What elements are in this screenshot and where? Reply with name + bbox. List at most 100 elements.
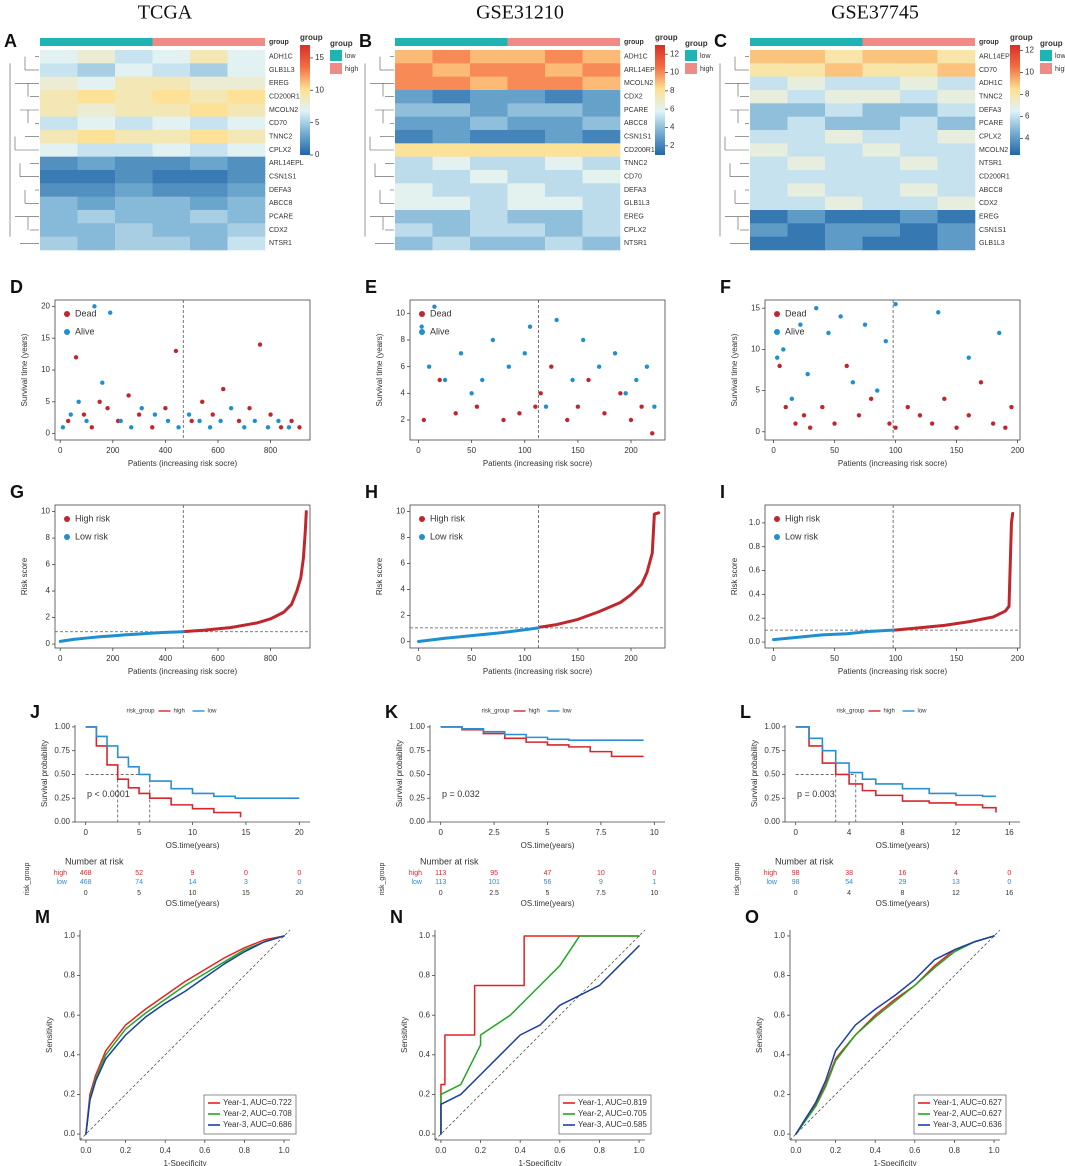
legend-title: risk_group xyxy=(126,709,155,715)
risk-row-label: high xyxy=(764,870,777,877)
legend-label: high xyxy=(529,709,540,715)
panel-label: L xyxy=(740,702,751,722)
point xyxy=(152,412,158,417)
point xyxy=(242,425,247,430)
y-axis-label: Survival time (years) xyxy=(375,333,384,406)
panel-label: M xyxy=(35,907,50,927)
legend-swatch xyxy=(330,63,342,74)
heat-cell xyxy=(545,156,583,171)
y-tick-label: 0.75 xyxy=(409,746,425,755)
legend-label: High risk xyxy=(785,513,821,523)
heat-cell xyxy=(582,76,621,91)
heat-cell xyxy=(395,103,433,117)
legend-label: Low risk xyxy=(430,531,464,541)
point xyxy=(501,417,506,423)
risk-x-tick-label: 20 xyxy=(295,890,303,897)
y-tick-label: 0.25 xyxy=(409,793,425,802)
panel-label: D xyxy=(10,277,23,297)
point xyxy=(838,314,843,319)
colorbar-tick-label: 8 xyxy=(1025,90,1030,99)
risk-count: 10 xyxy=(597,870,605,877)
heat-cell xyxy=(900,156,938,171)
point xyxy=(419,324,424,329)
heat-cell xyxy=(470,196,508,211)
x-axis-label: 1-Specificity xyxy=(873,1159,916,1166)
point xyxy=(442,377,448,383)
heat-cell xyxy=(77,63,116,77)
heat-cell xyxy=(750,156,788,171)
x-tick-label: 16 xyxy=(1005,828,1014,837)
gene-label: CDX2 xyxy=(269,227,288,234)
y-tick-label: 0.50 xyxy=(54,770,70,779)
heat-cell xyxy=(937,90,976,104)
heat-cell xyxy=(77,236,116,251)
point xyxy=(644,364,650,369)
panel-label: N xyxy=(390,907,403,927)
x-tick-label: 0.8 xyxy=(594,1146,606,1155)
risk-count: 95 xyxy=(490,870,498,877)
risk-count: 113 xyxy=(435,879,446,886)
gene-label: EREG xyxy=(979,214,999,221)
heat-cell xyxy=(545,90,583,104)
point xyxy=(453,411,458,416)
heat-cell xyxy=(190,210,228,224)
y-tick-label: 6 xyxy=(401,559,406,568)
legend-swatch xyxy=(1040,63,1052,74)
colorbar-tick-label: 12 xyxy=(1025,46,1034,55)
point xyxy=(207,425,213,430)
group-bar xyxy=(507,38,620,46)
x-tick-label: 100 xyxy=(889,446,903,455)
gene-label: PCARE xyxy=(979,120,1003,127)
point xyxy=(65,418,71,424)
heat-cell xyxy=(190,143,228,157)
heat-cell xyxy=(395,63,433,77)
gene-label: CD70 xyxy=(624,174,642,181)
heat-cell xyxy=(470,223,508,237)
panel-label: E xyxy=(365,277,377,297)
risk-count: 54 xyxy=(845,879,853,886)
heat-cell xyxy=(395,50,433,64)
risk-x-axis-label: OS.time(years) xyxy=(166,899,220,908)
point xyxy=(966,355,971,360)
point xyxy=(76,399,81,405)
point xyxy=(905,404,910,410)
heat-cell xyxy=(152,223,191,237)
legend-label: Alive xyxy=(785,326,805,336)
risk-count: 0 xyxy=(297,879,301,886)
heat-cell xyxy=(545,196,583,211)
risk-count: 113 xyxy=(435,870,446,877)
heat-cell xyxy=(395,76,433,91)
risk-count: 468 xyxy=(80,870,92,877)
series-line xyxy=(892,511,1015,632)
y-axis-label: Survival time (years) xyxy=(20,333,29,406)
y-tick-label: 8 xyxy=(401,533,406,542)
gene-label: CD70 xyxy=(979,67,997,74)
plot-frame xyxy=(409,504,666,649)
point xyxy=(856,413,862,418)
legend-swatch xyxy=(774,329,780,335)
point xyxy=(210,412,215,417)
heat-cell xyxy=(40,116,78,131)
legend-title: group xyxy=(1040,39,1063,48)
x-tick-label: 50 xyxy=(467,654,476,663)
point xyxy=(990,421,996,426)
heat-cell xyxy=(227,210,266,224)
series-line xyxy=(795,935,995,1135)
gene-label: CSN1S1 xyxy=(624,134,651,141)
y-axis-label: Sensitivity xyxy=(45,1017,54,1053)
heat-cell xyxy=(582,50,621,64)
heat-cell xyxy=(545,170,583,184)
legend-label: high xyxy=(345,66,358,73)
heat-cell xyxy=(40,130,78,144)
risk-x-tick-label: 5 xyxy=(546,890,550,897)
y-tick-label: 1.0 xyxy=(749,518,761,527)
heat-cell xyxy=(432,236,471,251)
x-tick-label: 100 xyxy=(518,446,532,455)
column-title: GSE37745 xyxy=(831,2,919,24)
heat-cell xyxy=(937,210,976,224)
x-tick-label: 20 xyxy=(295,828,304,837)
legend-swatch xyxy=(419,329,425,335)
heat-cell xyxy=(900,76,938,91)
point xyxy=(893,301,898,307)
risk-count: 101 xyxy=(488,879,500,886)
